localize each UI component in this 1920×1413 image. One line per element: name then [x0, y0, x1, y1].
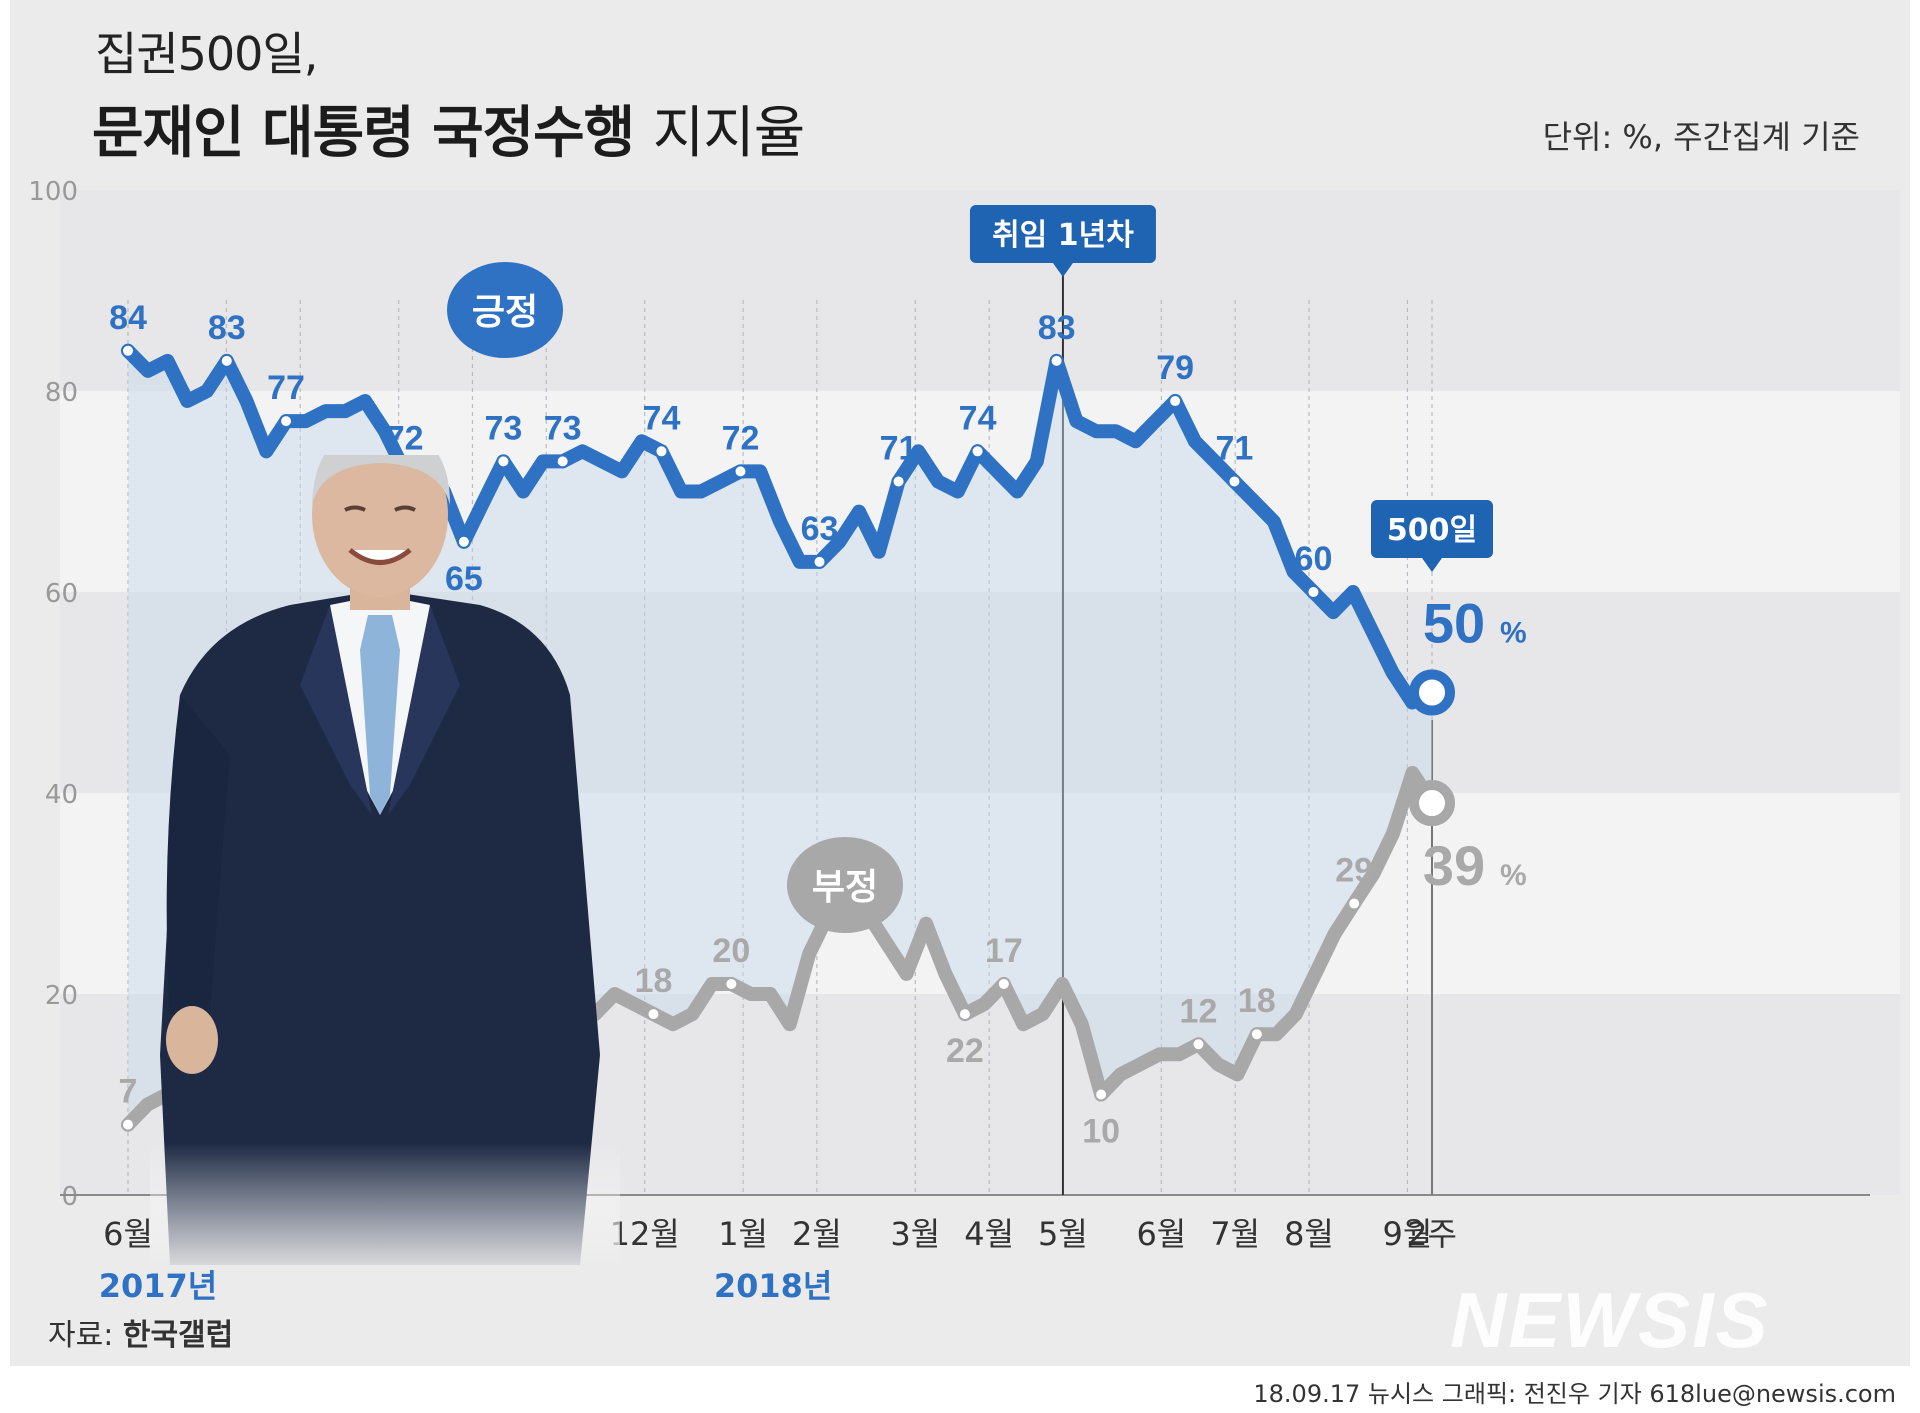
legend-bubble-positive	[447, 262, 563, 358]
x-tick-label: 12월	[610, 1215, 680, 1253]
graphic-credit: 18.09.17 뉴시스 그래픽: 전진우 기자 618lue@newsis.c…	[1253, 1380, 1896, 1408]
x-tick-label: 3월	[890, 1215, 940, 1253]
chart-title-bold: 문재인 대통령 국정수행	[92, 101, 635, 166]
title-line-1: 집권500일,	[95, 27, 318, 81]
data-label: 79	[1156, 349, 1194, 387]
data-point	[996, 976, 1011, 991]
final-value-positive: 50	[1423, 592, 1485, 655]
y-tick-label: 40	[45, 780, 78, 810]
year-label: 2017년	[99, 1267, 218, 1300]
data-label: 84	[109, 299, 147, 337]
data-point	[733, 464, 748, 479]
y-tick-label: 60	[45, 579, 78, 609]
data-point	[646, 1007, 661, 1022]
data-label: 72	[722, 419, 760, 457]
callout-label: 500일	[1387, 513, 1477, 548]
source-label: 자료:	[48, 1318, 114, 1353]
data-label: 60	[1295, 540, 1333, 578]
x-tick-label: 6월	[1136, 1215, 1186, 1253]
data-label: 29	[1335, 852, 1373, 890]
final-value-positive-unit: %	[1500, 617, 1527, 650]
data-label: 12	[1180, 992, 1218, 1030]
x-tick-label: 8월	[1284, 1215, 1334, 1253]
end-point-positive	[1409, 669, 1455, 716]
data-point	[1191, 1037, 1206, 1052]
data-point	[654, 444, 669, 459]
x-tick-label: 4월	[964, 1215, 1014, 1253]
data-point	[121, 1117, 135, 1132]
x-tick-label: 2주	[1407, 1215, 1457, 1253]
data-label: 7	[119, 1073, 138, 1111]
data-point	[1049, 353, 1064, 368]
x-tick-label: 7월	[1210, 1215, 1260, 1253]
callout-box	[1371, 500, 1493, 558]
data-point	[1094, 1087, 1109, 1102]
data-point	[1306, 585, 1321, 599]
series-line-positive	[121, 343, 1439, 710]
legend-label-positive: 긍정	[472, 292, 538, 333]
source-note: 자료: 한국갤럽	[48, 1310, 233, 1354]
data-label: 83	[208, 309, 246, 347]
source-name: 한국갤럽	[122, 1318, 234, 1353]
y-tick-label: 20	[45, 981, 78, 1011]
callout-label: 취임 1년차	[992, 218, 1134, 253]
data-label: 72	[386, 419, 424, 457]
data-point	[970, 444, 985, 459]
data-label: 10	[1082, 1113, 1120, 1151]
x-tick-label: 5월	[1038, 1215, 1088, 1253]
president-photo	[150, 455, 620, 1265]
data-label: 63	[801, 510, 839, 548]
data-point	[957, 1007, 972, 1022]
final-value-negative: 39	[1423, 834, 1485, 897]
data-point	[1347, 896, 1362, 911]
data-point	[1249, 1027, 1264, 1042]
chart-title: 문재인 대통령 국정수행 지지율	[92, 88, 806, 169]
data-point	[724, 976, 739, 991]
data-label: 73	[484, 409, 522, 447]
end-point-negative	[1409, 780, 1455, 827]
data-point	[812, 554, 827, 569]
data-point	[1227, 474, 1242, 489]
data-label: 20	[712, 932, 750, 970]
data-label: 73	[544, 409, 582, 447]
final-value-negative-unit: %	[1500, 859, 1527, 892]
data-label: 74	[643, 399, 681, 437]
legend-label-negative: 부정	[812, 867, 878, 908]
callout-pointer	[1422, 558, 1442, 572]
newsis-logo: NEWSIS	[1450, 1276, 1770, 1364]
data-point	[891, 474, 906, 489]
y-tick-label: 0	[61, 1182, 78, 1212]
data-point	[279, 414, 294, 429]
data-label: 22	[946, 1032, 984, 1070]
x-tick-label: 9월	[1382, 1215, 1432, 1253]
data-point	[121, 343, 135, 358]
x-tick-label: 2월	[792, 1215, 842, 1253]
callout-box	[969, 205, 1156, 263]
data-label: 17	[985, 932, 1023, 970]
callout-pointer	[1052, 263, 1073, 277]
y-tick-label: 100	[28, 177, 78, 207]
data-point	[219, 353, 234, 368]
chart-title-light: 지지율	[652, 101, 806, 166]
data-label: 71	[1216, 429, 1254, 467]
legend-bubble-negative	[787, 837, 903, 933]
data-label: 18	[1238, 982, 1276, 1020]
x-tick-label: 1월	[718, 1215, 768, 1253]
x-tick-label: 6월	[103, 1215, 153, 1253]
y-tick-label: 80	[45, 378, 78, 408]
data-point	[1168, 394, 1183, 409]
data-label: 83	[1038, 309, 1076, 347]
data-label: 18	[635, 962, 673, 1000]
data-label: 71	[880, 429, 918, 467]
data-label: 74	[959, 399, 997, 437]
data-label: 77	[267, 369, 305, 407]
year-label: 2018년	[714, 1267, 833, 1300]
unit-note: 단위: %, 주간집계 기준	[1542, 118, 1860, 156]
